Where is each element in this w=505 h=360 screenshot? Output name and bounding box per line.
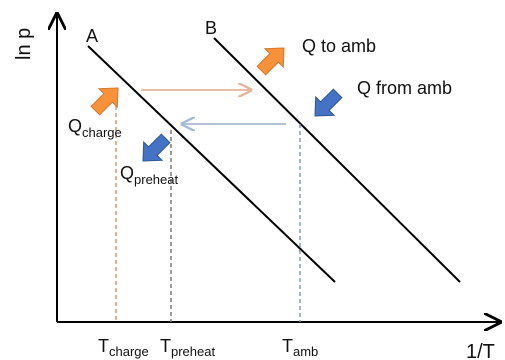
line-b-label: B [205, 18, 217, 38]
q-from-amb-label: Q from amb [357, 78, 452, 98]
y-axis-label: ln p [13, 28, 35, 60]
q-to-amb-arrow-icon [256, 47, 285, 76]
x-axis-label: 1/T [466, 341, 495, 360]
t-charge-label: Tcharge [98, 336, 149, 359]
q-charge-arrow-icon [90, 87, 119, 116]
line-a [87, 45, 336, 283]
q-to-amb-label: Q to amb [302, 36, 376, 56]
line-b [213, 37, 461, 283]
t-preheat-label: Tpreheat [160, 336, 215, 359]
q-preheat-label: Qpreheat [120, 163, 178, 187]
q-from-amb-arrow-icon [314, 88, 343, 117]
q-preheat-arrow-icon [142, 133, 171, 162]
line-a-label: A [86, 26, 98, 46]
q-charge-label: Qcharge [68, 116, 122, 140]
t-amb-label: Tamb [282, 336, 318, 359]
